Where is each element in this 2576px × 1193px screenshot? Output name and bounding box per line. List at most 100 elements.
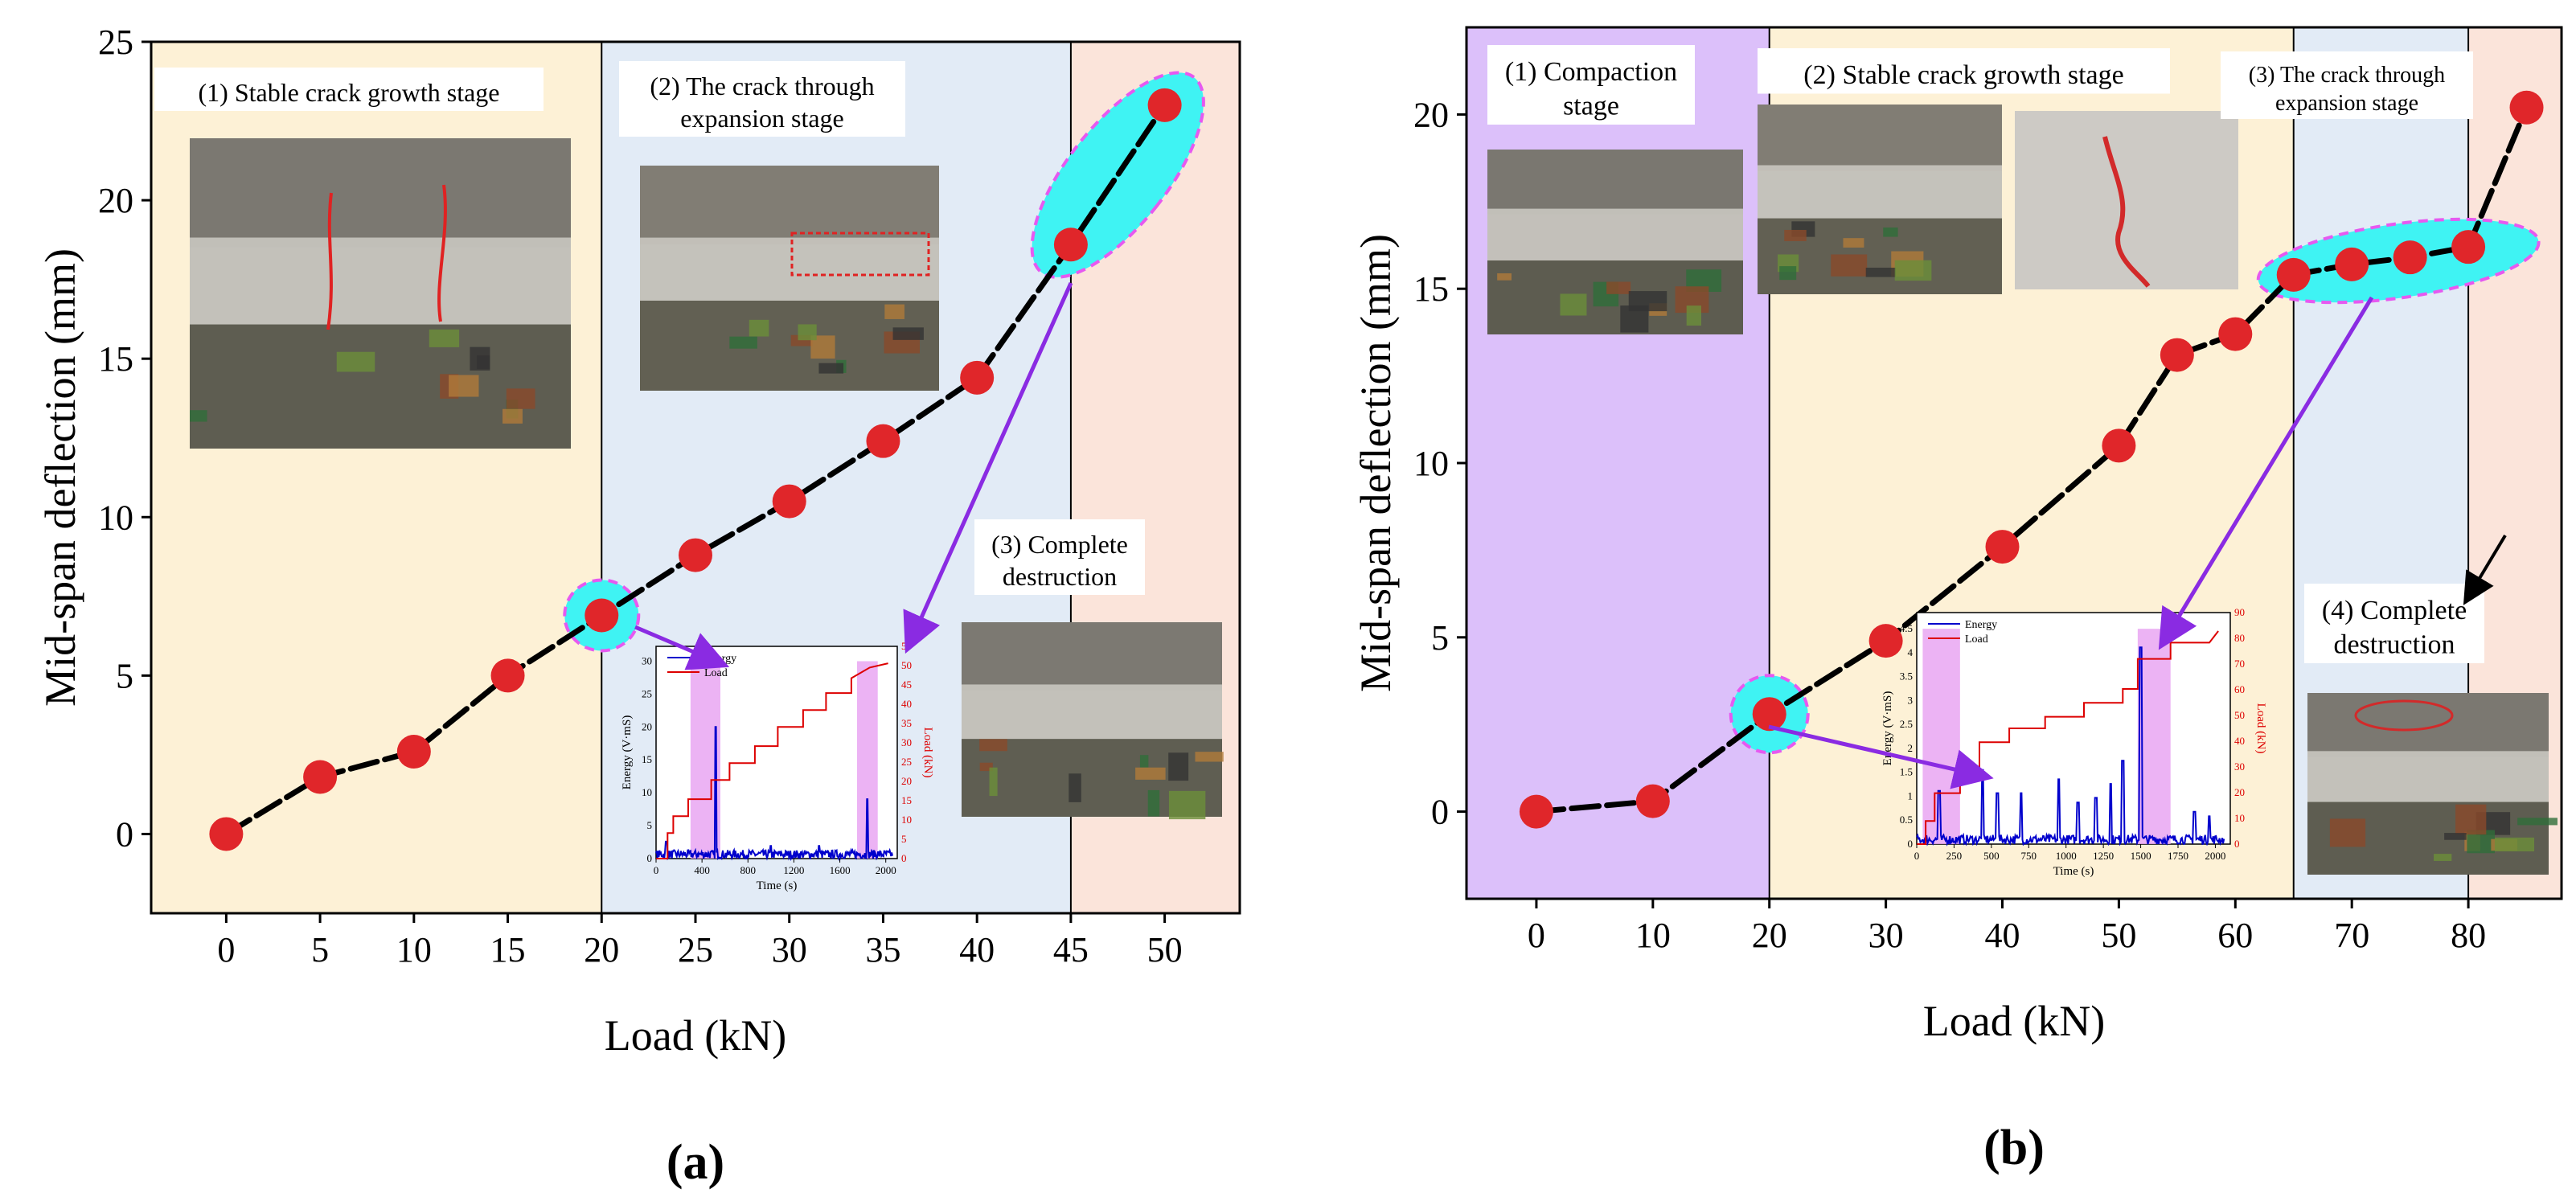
- x-tick-label: 10: [1635, 916, 1671, 955]
- inset-x-tick-label: 1750: [2168, 850, 2188, 862]
- x-tick-label: 40: [1985, 916, 2020, 955]
- photo-detail: [892, 327, 924, 340]
- crack-mark: [437, 184, 447, 322]
- x-tick-label: 50: [2101, 916, 2136, 955]
- stage-label: (4) Complete: [2322, 596, 2467, 625]
- inset-y2-tick-label: 0: [2234, 838, 2240, 850]
- stage-label: destruction: [2333, 630, 2455, 660]
- data-point: [2160, 338, 2194, 372]
- inset-x-tick-label: 1600: [830, 864, 851, 876]
- photo-beam: [640, 237, 939, 301]
- inset-legend-load: Load: [704, 667, 728, 679]
- photo-stage-2: [640, 166, 939, 391]
- stage-label: (1) Stable crack growth stage: [199, 78, 500, 107]
- photo-detail: [1894, 260, 1932, 281]
- photo-detail: [1168, 752, 1189, 781]
- inset-y2-tick-label: 45: [901, 678, 912, 691]
- photo-detail: [1865, 267, 1897, 277]
- x-tick-label: 25: [678, 930, 713, 970]
- x-tick-label: 10: [396, 930, 432, 970]
- data-point: [2393, 240, 2427, 275]
- panel-label: (b): [1983, 1121, 2045, 1175]
- inset-x-label: Time (s): [757, 879, 798, 892]
- inset-x-tick-label: 250: [1946, 850, 1963, 862]
- x-tick-label: 80: [2451, 916, 2486, 955]
- inset-x-label: Time (s): [2053, 865, 2094, 878]
- stage-label: expansion stage: [680, 104, 844, 133]
- inset-y-tick-label: 1.5: [1900, 766, 1913, 778]
- inset-y2-tick-label: 25: [901, 756, 912, 768]
- y-tick-label: 15: [98, 339, 133, 379]
- x-tick-label: 40: [959, 930, 995, 970]
- x-axis-label: Load (kN): [1923, 997, 2105, 1045]
- photo-detail: [729, 336, 757, 349]
- photo-detail: [2517, 818, 2558, 826]
- inset-x-tick-label: 750: [2021, 850, 2037, 862]
- photo-detail: [1784, 229, 1807, 241]
- inset-y2-tick-label: 60: [2234, 683, 2245, 695]
- photo-beam: [2307, 751, 2549, 802]
- data-point: [1868, 624, 1903, 658]
- photo-stage-4: [2307, 693, 2558, 875]
- x-tick-label: 45: [1053, 930, 1089, 970]
- data-point: [960, 360, 995, 395]
- arrow-to-inset: [634, 625, 730, 670]
- data-point: [2102, 428, 2136, 463]
- stage-label-box: [1487, 45, 1695, 125]
- photo-detail: [2329, 818, 2366, 847]
- crack-mark: [326, 192, 333, 330]
- stage-label: (3) Complete: [991, 530, 1128, 559]
- photo-detail: [1497, 273, 1512, 281]
- inset-y-tick-label: 15: [642, 753, 652, 765]
- inset-y-tick-label: 2: [1908, 742, 1914, 754]
- inset-y2-tick-label: 50: [901, 659, 912, 671]
- photo-detail: [979, 739, 1007, 752]
- inset-frame: [1916, 612, 2231, 845]
- inset-y2-tick-label: 0: [901, 852, 907, 864]
- inset-y-tick-label: 0: [647, 852, 653, 864]
- data-point: [1752, 697, 1786, 732]
- photo-detail: [1069, 773, 1081, 802]
- inset-y-tick-label: 4.5: [1900, 622, 1913, 634]
- inset-load-series: [656, 662, 888, 859]
- x-tick-label: 5: [311, 930, 329, 970]
- inset-x-tick-label: 400: [694, 864, 710, 876]
- photo-beam: [1487, 208, 1743, 260]
- inset-y-tick-label: 2.5: [1900, 718, 1913, 730]
- inset-x-tick-label: 800: [740, 864, 757, 876]
- inset-y2-tick-label: 70: [2234, 658, 2245, 670]
- photo-detail: [429, 329, 460, 347]
- inset-y2-tick-label: 50: [2234, 709, 2245, 721]
- data-point: [1985, 530, 2020, 564]
- stage-label-box: [974, 519, 1145, 595]
- photo-stage-1: [1487, 150, 1743, 334]
- inset-x-tick-label: 1200: [783, 864, 804, 876]
- photo-detail: [190, 410, 207, 422]
- inset-shade: [1922, 629, 1960, 844]
- x-tick-label: 70: [2334, 916, 2369, 955]
- photo-detail: [2434, 854, 2452, 861]
- inset-y2-tick-label: 20: [2234, 786, 2245, 798]
- inset-y-label: Energy (V·mS): [621, 715, 634, 790]
- stage-label: (2) The crack through: [650, 72, 874, 100]
- inset-y2-tick-label: 20: [901, 775, 912, 787]
- inset-y2-tick-label: 30: [2234, 760, 2245, 773]
- panel-label: (a): [667, 1135, 724, 1190]
- inset-legend-load: Load: [1965, 633, 1988, 646]
- photo-detail: [506, 388, 535, 409]
- inset-load-series: [1917, 630, 2219, 845]
- arrow-to-inset: [2158, 296, 2374, 650]
- inset-y-tick-label: 3.5: [1900, 670, 1913, 683]
- photo-detail: [1606, 281, 1631, 294]
- y-tick-label: 10: [1413, 444, 1449, 483]
- inset-y-tick-label: 4: [1908, 646, 1914, 658]
- photo-top: [190, 138, 571, 248]
- y-tick-label: 25: [98, 23, 133, 62]
- photo-detail: [1883, 228, 1898, 237]
- damage-circle: [2354, 699, 2454, 732]
- photo-detail: [749, 319, 769, 337]
- inset-y2-label: Load (kN): [921, 728, 934, 778]
- inset-y-tick-label: 0.5: [1900, 814, 1913, 826]
- stage-label-box: [2221, 51, 2473, 119]
